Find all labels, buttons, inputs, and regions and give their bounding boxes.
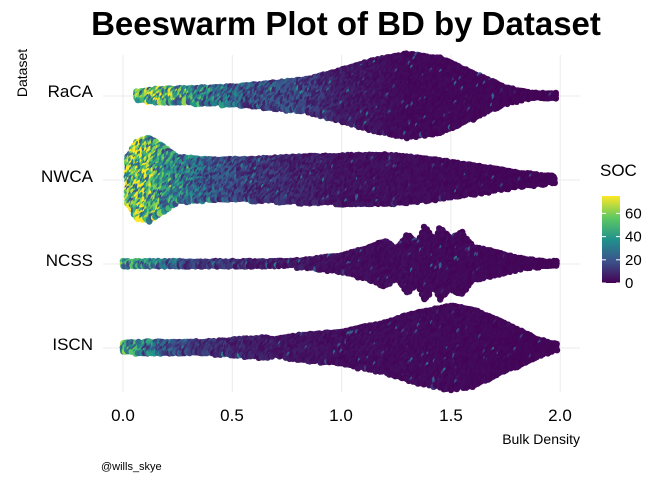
points-layer [119, 50, 561, 394]
series-nwca [123, 134, 558, 225]
series-raca [133, 50, 560, 142]
data-point [552, 95, 560, 102]
